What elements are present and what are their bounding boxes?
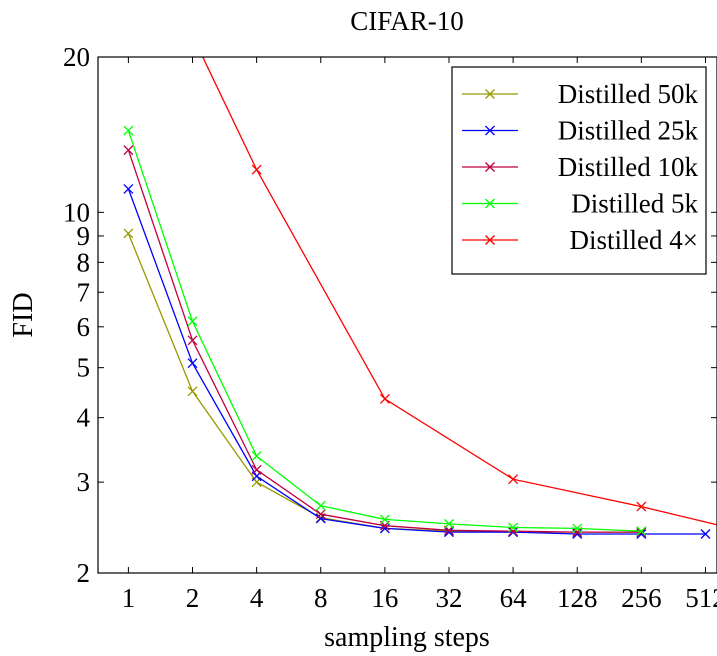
data-point bbox=[187, 386, 198, 397]
y-tick-label: 20 bbox=[63, 42, 90, 72]
data-point bbox=[379, 514, 390, 525]
legend-label: Distilled 5k bbox=[571, 189, 698, 219]
x-tick-label: 16 bbox=[371, 583, 398, 613]
y-axis-label: FID bbox=[8, 292, 39, 337]
y-tick-label: 3 bbox=[77, 467, 91, 497]
legend-entry: Distilled 5k bbox=[462, 189, 698, 219]
data-point bbox=[444, 518, 454, 529]
ticks-layer: 1248163264128256512234567891020 bbox=[63, 42, 717, 613]
data-point bbox=[187, 316, 198, 327]
legend-label: Distilled 4× bbox=[570, 225, 698, 255]
data-point bbox=[508, 526, 519, 537]
data-point bbox=[379, 393, 390, 404]
data-point bbox=[123, 125, 134, 136]
data-point bbox=[636, 501, 647, 512]
data-point bbox=[636, 526, 647, 537]
x-axis-label: sampling steps bbox=[324, 622, 490, 653]
legend-items: Distilled 50k Distilled 25k Distilled 10k D… bbox=[462, 79, 698, 255]
data-point bbox=[508, 527, 519, 538]
legend: Distilled 50k Distilled 25k Distilled 10k D… bbox=[451, 66, 707, 275]
data-point bbox=[700, 529, 711, 539]
data-point bbox=[444, 526, 454, 537]
y-tick-label: 2 bbox=[77, 558, 91, 588]
legend-swatch-marker bbox=[485, 125, 495, 136]
legend-swatch-marker bbox=[485, 89, 495, 99]
series-5 bbox=[188, 31, 717, 526]
legend-swatch-marker bbox=[485, 235, 495, 245]
legend-entry: Distilled 10k bbox=[462, 152, 698, 182]
data-point bbox=[315, 513, 326, 524]
x-tick-label: 256 bbox=[621, 583, 662, 613]
y-tick-label: 5 bbox=[77, 353, 91, 383]
data-point bbox=[251, 164, 262, 175]
series-4 bbox=[123, 125, 647, 537]
x-tick-label: 1 bbox=[122, 583, 136, 613]
series-layer bbox=[123, 31, 717, 539]
data-point bbox=[636, 527, 647, 538]
legend-swatch-marker bbox=[485, 198, 495, 209]
plot-frame bbox=[97, 56, 717, 574]
data-point bbox=[123, 228, 134, 239]
x-tick-label: 32 bbox=[435, 583, 462, 613]
data-point bbox=[187, 358, 198, 369]
legend-entry: Distilled 50k bbox=[462, 79, 698, 109]
x-tick-label: 2 bbox=[186, 583, 200, 613]
y-tick-label: 10 bbox=[63, 197, 90, 227]
y-tick-label: 8 bbox=[77, 247, 91, 277]
x-tick-label: 512 bbox=[685, 583, 717, 613]
x-tick-label: 4 bbox=[250, 583, 264, 613]
data-point bbox=[444, 527, 454, 538]
x-tick-label: 64 bbox=[500, 583, 528, 613]
series-2 bbox=[123, 183, 711, 539]
data-point bbox=[315, 500, 326, 511]
series-line bbox=[127, 188, 706, 535]
chart-title: CIFAR-10 bbox=[350, 6, 464, 36]
data-point bbox=[315, 509, 326, 520]
data-point bbox=[572, 523, 583, 534]
data-point bbox=[508, 522, 519, 533]
data-point bbox=[251, 451, 262, 462]
y-tick-label: 4 bbox=[77, 403, 91, 433]
series-line bbox=[127, 233, 642, 533]
y-tick-label: 7 bbox=[77, 277, 91, 307]
data-point bbox=[187, 335, 198, 346]
legend-entry: Distilled 25k bbox=[462, 116, 698, 146]
legend-entry: Distilled 4× bbox=[462, 225, 698, 255]
legend-swatch-marker bbox=[485, 162, 495, 172]
data-point bbox=[251, 464, 262, 475]
legend-label: Distilled 50k bbox=[558, 79, 699, 109]
legend-label: Distilled 10k bbox=[558, 152, 699, 182]
data-point bbox=[508, 474, 519, 485]
legend-label: Distilled 25k bbox=[558, 116, 699, 146]
x-tick-label: 8 bbox=[314, 583, 328, 613]
data-point bbox=[188, 31, 197, 40]
series-3 bbox=[123, 145, 647, 538]
data-point bbox=[123, 145, 134, 156]
y-tick-label: 6 bbox=[77, 312, 91, 342]
y-tick-label: 9 bbox=[77, 221, 91, 251]
x-tick-label: 128 bbox=[557, 583, 598, 613]
data-point bbox=[123, 183, 134, 194]
